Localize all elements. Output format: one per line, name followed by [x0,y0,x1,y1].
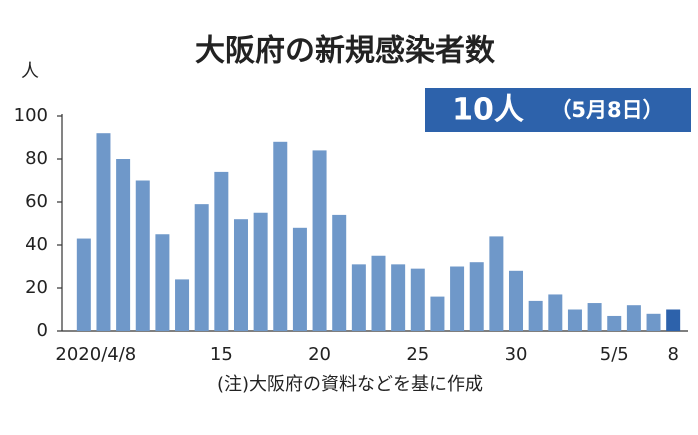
bar [430,296,445,331]
bar [351,264,366,331]
y-tick-label: 80 [25,148,48,169]
y-tick-label: 100 [14,105,48,126]
bar [233,219,248,331]
bar [626,305,641,331]
note: (注)大阪府の資料などを基に作成 [217,374,483,395]
bar [332,214,347,331]
bar [391,264,406,331]
y-tick-label: 20 [25,277,48,298]
bar [509,270,524,331]
bar [450,266,465,331]
bar [135,180,150,331]
bar [489,236,504,331]
x-tick-label: 8 [667,344,678,365]
bar [175,279,190,331]
bar [469,262,484,331]
bar [155,234,170,331]
bar [567,309,582,331]
bar [116,159,131,331]
bar [194,204,209,331]
bar [666,309,681,331]
bar [76,238,91,331]
x-tick-label: 5/5 [600,344,629,365]
bar [371,255,386,331]
bar [548,294,563,331]
x-tick-label: 25 [406,344,429,365]
bar [410,268,425,331]
bar [607,315,622,331]
y-tick-label: 60 [25,191,48,212]
bar [528,300,543,331]
y-unit: 人 [21,61,39,82]
y-tick-label: 40 [25,234,48,255]
badge-box [425,88,691,132]
x-tick-label: 2020/4/8 [55,344,136,365]
x-tick-label: 15 [210,344,233,365]
bar [292,227,307,331]
bar [214,171,229,331]
bar [96,133,111,331]
chart-title: 大阪府の新規感染者数 [195,34,496,69]
bar [646,313,661,331]
badge-sub: （5月8日） [550,98,663,122]
x-tick-label: 20 [308,344,331,365]
bar [273,141,288,331]
bar [253,212,268,331]
badge-main: 10人 [452,93,524,128]
y-tick-label: 0 [37,320,48,341]
bar [587,303,602,331]
bar [312,150,327,331]
x-tick-label: 30 [505,344,528,365]
